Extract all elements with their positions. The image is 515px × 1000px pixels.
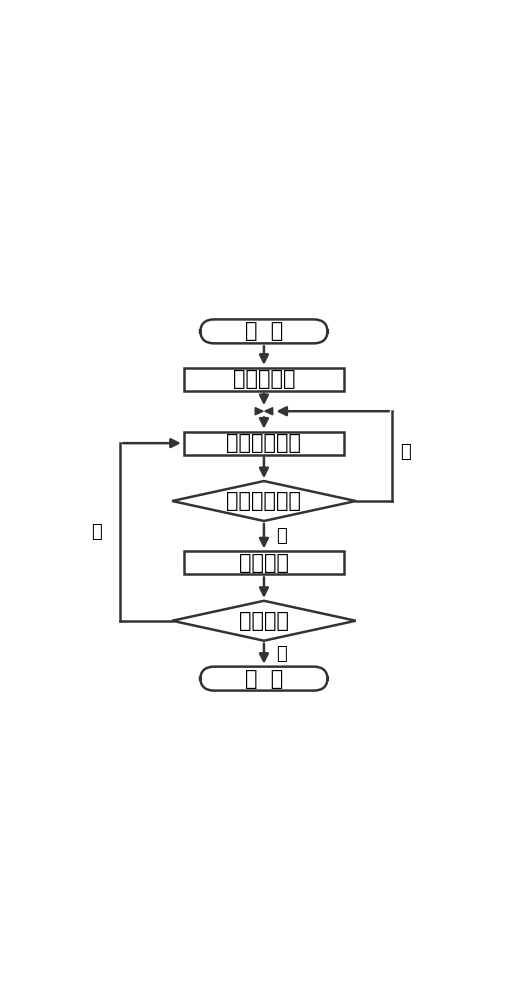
Text: 否: 否 bbox=[91, 523, 101, 541]
Text: 是: 是 bbox=[276, 645, 287, 663]
Text: 满足投递条件: 满足投递条件 bbox=[227, 491, 301, 511]
FancyBboxPatch shape bbox=[200, 667, 328, 691]
Bar bbox=[184, 368, 344, 391]
Text: 否: 否 bbox=[400, 443, 410, 461]
Bar bbox=[184, 432, 344, 455]
FancyBboxPatch shape bbox=[200, 319, 328, 343]
Polygon shape bbox=[255, 408, 263, 415]
Text: 投递正常: 投递正常 bbox=[239, 611, 289, 631]
Text: 结  束: 结 束 bbox=[245, 669, 283, 689]
Text: 开  始: 开 始 bbox=[245, 321, 283, 341]
Polygon shape bbox=[172, 601, 356, 641]
Bar bbox=[184, 551, 344, 574]
Polygon shape bbox=[265, 408, 273, 415]
Text: 设置初始値: 设置初始値 bbox=[233, 369, 295, 389]
Text: 投递数据: 投递数据 bbox=[239, 553, 289, 573]
Polygon shape bbox=[172, 481, 356, 521]
Text: 是: 是 bbox=[276, 527, 287, 545]
Text: 间歇更新控制: 间歇更新控制 bbox=[227, 433, 301, 453]
